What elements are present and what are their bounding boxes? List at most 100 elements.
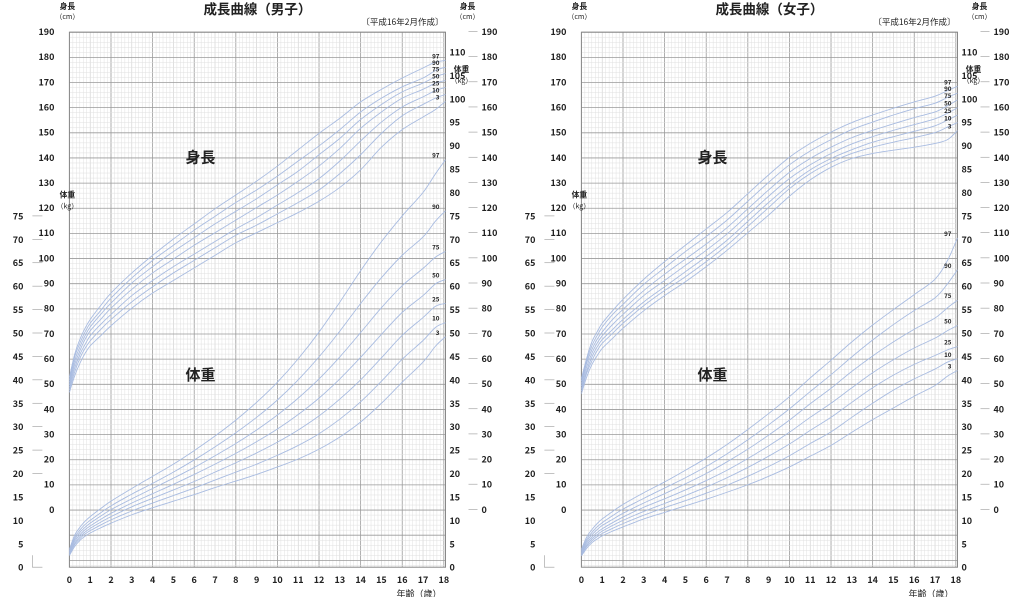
svg-text:体重: 体重	[697, 364, 727, 385]
svg-text:120: 120	[994, 201, 1010, 214]
svg-text:55: 55	[13, 303, 24, 316]
svg-text:30: 30	[556, 427, 567, 440]
svg-text:14: 14	[355, 573, 366, 586]
svg-text:12: 12	[826, 573, 837, 586]
svg-text:190: 190	[550, 25, 566, 38]
svg-text:25: 25	[944, 338, 952, 347]
svg-text:180: 180	[994, 50, 1010, 63]
svg-text:150: 150	[550, 126, 566, 139]
svg-text:身長: 身長	[572, 1, 588, 12]
svg-text:30: 30	[44, 427, 55, 440]
svg-text:50: 50	[944, 317, 952, 326]
svg-text:110: 110	[962, 45, 978, 58]
svg-text:身長: 身長	[185, 146, 215, 167]
svg-text:20: 20	[994, 453, 1005, 466]
svg-text:40: 40	[962, 373, 973, 386]
svg-text:20: 20	[450, 467, 461, 480]
svg-text:50: 50	[944, 99, 952, 108]
svg-text:95: 95	[962, 116, 973, 129]
svg-text:25: 25	[13, 444, 24, 457]
svg-text:35: 35	[450, 397, 461, 410]
svg-text:11: 11	[805, 573, 816, 586]
svg-text:65: 65	[450, 256, 461, 269]
svg-text:140: 140	[550, 151, 566, 164]
svg-text:4: 4	[150, 573, 156, 586]
svg-text:6: 6	[192, 573, 197, 586]
svg-text:80: 80	[44, 302, 55, 315]
svg-text:90: 90	[482, 277, 493, 290]
svg-text:170: 170	[482, 75, 498, 88]
svg-text:110: 110	[550, 226, 566, 239]
svg-text:0: 0	[994, 503, 999, 516]
svg-text:5: 5	[962, 537, 967, 550]
svg-text:身長: 身長	[972, 1, 988, 12]
svg-text:0: 0	[962, 561, 967, 574]
svg-text:75: 75	[432, 243, 440, 252]
svg-text:60: 60	[482, 352, 493, 365]
svg-text:100: 100	[38, 251, 54, 264]
svg-text:10: 10	[994, 478, 1005, 491]
svg-text:5: 5	[171, 573, 176, 586]
svg-text:170: 170	[550, 75, 566, 88]
svg-text:160: 160	[994, 100, 1010, 113]
svg-text:70: 70	[450, 233, 461, 246]
svg-text:体重: 体重	[572, 190, 588, 201]
svg-text:30: 30	[482, 427, 493, 440]
svg-text:25: 25	[450, 444, 461, 457]
svg-text:30: 30	[450, 420, 461, 433]
svg-text:60: 60	[450, 280, 461, 293]
svg-text:180: 180	[482, 50, 498, 63]
svg-text:3: 3	[948, 122, 952, 131]
svg-text:80: 80	[556, 302, 567, 315]
svg-text:45: 45	[525, 350, 536, 363]
svg-text:10: 10	[944, 350, 952, 359]
svg-text:17: 17	[418, 573, 429, 586]
svg-text:16: 16	[397, 573, 408, 586]
svg-text:60: 60	[44, 352, 55, 365]
svg-text:20: 20	[44, 453, 55, 466]
svg-text:85: 85	[962, 163, 973, 176]
svg-text:170: 170	[994, 75, 1010, 88]
svg-text:〔平成16年2月作成〕: 〔平成16年2月作成〕	[873, 16, 955, 28]
svg-text:140: 140	[482, 151, 498, 164]
svg-text:13: 13	[847, 573, 858, 586]
svg-text:120: 120	[482, 201, 498, 214]
svg-text:5: 5	[18, 537, 23, 550]
svg-text:40: 40	[450, 373, 461, 386]
svg-text:70: 70	[962, 233, 973, 246]
svg-text:8: 8	[745, 573, 750, 586]
svg-text:60: 60	[556, 352, 567, 365]
svg-text:150: 150	[38, 126, 54, 139]
svg-text:3: 3	[641, 573, 646, 586]
svg-text:18: 18	[951, 573, 962, 586]
svg-text:9: 9	[766, 573, 771, 586]
svg-text:97: 97	[432, 151, 440, 160]
svg-text:130: 130	[550, 176, 566, 189]
svg-text:10: 10	[13, 514, 24, 527]
svg-text:40: 40	[994, 402, 1005, 415]
svg-text:成長曲線（女子）: 成長曲線（女子）	[715, 0, 823, 18]
svg-text:年齢（歳）: 年齢（歳）	[908, 587, 953, 597]
svg-text:0: 0	[561, 503, 566, 516]
svg-text:130: 130	[482, 176, 498, 189]
svg-text:50: 50	[994, 377, 1005, 390]
svg-text:75: 75	[962, 209, 973, 222]
svg-text:75: 75	[525, 209, 536, 222]
svg-text:35: 35	[525, 397, 536, 410]
svg-text:3: 3	[129, 573, 134, 586]
svg-text:55: 55	[450, 303, 461, 316]
svg-text:45: 45	[13, 350, 24, 363]
svg-text:90: 90	[432, 202, 440, 211]
svg-text:50: 50	[13, 327, 24, 340]
svg-text:100: 100	[550, 251, 566, 264]
svg-text:7: 7	[724, 573, 729, 586]
svg-text:70: 70	[13, 233, 24, 246]
svg-text:95: 95	[450, 116, 461, 129]
svg-text:60: 60	[962, 280, 973, 293]
svg-text:30: 30	[994, 427, 1005, 440]
svg-text:55: 55	[525, 303, 536, 316]
svg-text:100: 100	[962, 92, 978, 105]
svg-text:30: 30	[13, 420, 24, 433]
svg-text:100: 100	[450, 92, 466, 105]
svg-text:20: 20	[482, 453, 493, 466]
